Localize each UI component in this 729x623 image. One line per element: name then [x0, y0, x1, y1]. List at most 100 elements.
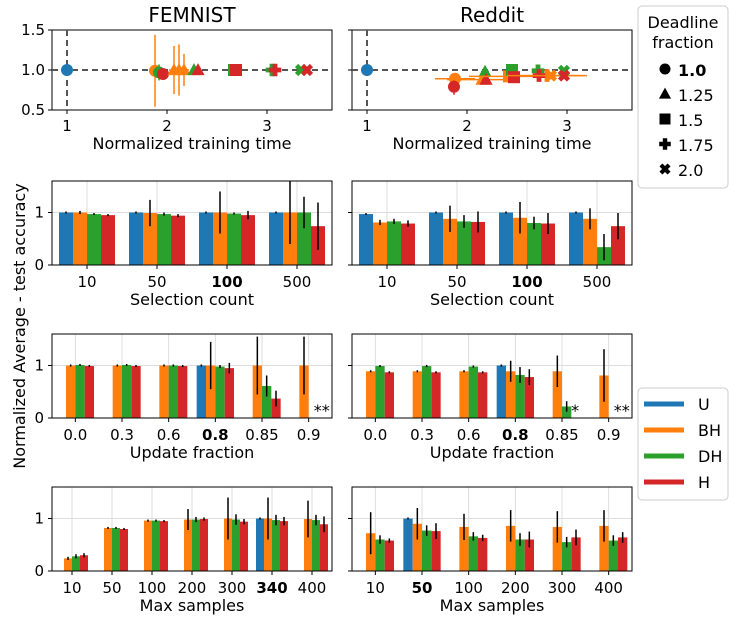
- bar: [160, 521, 168, 571]
- bar: [403, 518, 413, 571]
- axes-frame: [351, 486, 633, 572]
- bar: [75, 364, 85, 418]
- data-point: [544, 69, 558, 82]
- legend-marker-x-shape: [659, 163, 671, 175]
- bar: [144, 520, 152, 571]
- bar: [366, 371, 376, 418]
- panel-6: 10 50 100 200 300 340 400 0 1 Max samples: [34, 486, 333, 615]
- bar: [562, 406, 572, 418]
- bar: [429, 212, 443, 265]
- panel-title: Reddit: [460, 3, 524, 27]
- bar: [422, 530, 432, 571]
- bar: [459, 526, 469, 571]
- bar: [431, 372, 441, 418]
- x-tick-label: 3: [262, 117, 272, 135]
- deadline-legend-label: 1.75: [678, 136, 714, 155]
- bar: [240, 521, 248, 571]
- legend-marker-triangle: [658, 87, 672, 99]
- panel-2: 10 50 100 500 0 1 Selection count: [34, 180, 333, 309]
- method-legend: U BH DH H: [637, 387, 729, 501]
- bar: [468, 366, 478, 418]
- bar: [120, 529, 128, 571]
- x-tick-label: 0.6: [457, 426, 481, 444]
- legend-marker-x: [659, 163, 671, 175]
- data-point-shape: [300, 63, 314, 77]
- bar: [297, 212, 311, 265]
- bar: [59, 212, 73, 265]
- x-tick-label: 0.85: [545, 426, 578, 444]
- data-point: [478, 64, 492, 77]
- y-tick-label: 1: [34, 510, 44, 528]
- x-tick-label: 10: [377, 273, 396, 291]
- method-legend-label: H: [698, 473, 710, 492]
- x-tick-label: 200: [501, 579, 530, 597]
- bar: [527, 223, 541, 265]
- bar: [375, 366, 385, 418]
- bar: [73, 212, 87, 265]
- bar: [241, 215, 255, 265]
- x-tick-label: 0.3: [110, 426, 134, 444]
- x-tick-label: 2: [462, 117, 472, 135]
- bar: [264, 518, 272, 571]
- y-tick-label: 1.0: [21, 61, 45, 79]
- y-tick-label: 0.5: [21, 101, 45, 119]
- bar: [213, 212, 227, 265]
- x-tick-label: 0.8: [502, 426, 529, 444]
- y-tick-label: 1: [34, 357, 44, 375]
- bar: [272, 520, 280, 571]
- x-axis-label: Normalized training time: [92, 134, 291, 153]
- data-point: [557, 69, 571, 82]
- bar: [524, 377, 534, 418]
- y-tick-label: 1: [34, 204, 44, 222]
- bar: [224, 518, 232, 571]
- bar: [608, 540, 618, 571]
- method-legend-frame: [637, 387, 729, 501]
- deadline-legend-label: 2.0: [678, 161, 703, 180]
- bar: [232, 519, 240, 571]
- x-axis-label: Update fraction: [130, 443, 255, 462]
- method-legend-label: DH: [698, 447, 722, 466]
- bar: [401, 223, 415, 265]
- bar: [196, 365, 206, 418]
- data-point: [508, 71, 520, 84]
- significance-marker: *: [571, 401, 579, 420]
- legend-marker-circle: [659, 63, 671, 75]
- y-tick-label: 0: [34, 562, 44, 580]
- x-axis-label: Normalized training time: [392, 134, 591, 153]
- bar: [384, 540, 394, 571]
- bar: [122, 364, 132, 418]
- bar: [143, 213, 157, 265]
- deadline-legend-title-line2: fraction: [652, 33, 713, 52]
- x-tick-label: 200: [178, 579, 207, 597]
- bar: [280, 521, 288, 571]
- bar: [506, 371, 516, 418]
- x-tick-label: 500: [583, 273, 612, 291]
- bar: [131, 366, 141, 418]
- bar: [227, 213, 241, 265]
- bar: [101, 215, 115, 265]
- panel-title: FEMNIST: [148, 3, 236, 27]
- x-tick-label: 300: [548, 579, 577, 597]
- bar: [112, 527, 120, 571]
- x-tick-label: 0.0: [63, 426, 87, 444]
- deadline-legend-items: 1.0 1.25 1.5 1.75 2.0: [658, 61, 714, 180]
- bar: [478, 537, 488, 571]
- x-tick-label: 0.6: [157, 426, 181, 444]
- panel-4: ** 0.0 0.3 0.6 0.8 0.85 0.9 0 1 Update fraction: [34, 333, 333, 462]
- deadline-legend-label: 1.5: [678, 111, 703, 130]
- axes-frame: [51, 180, 333, 266]
- method-legend-items: U BH DH H: [644, 395, 722, 492]
- bar: [468, 536, 478, 571]
- bar: [200, 519, 208, 571]
- bar: [64, 558, 72, 571]
- bar: [192, 519, 200, 571]
- x-axis-label: Max samples: [140, 596, 245, 615]
- x-tick-label: 50: [147, 273, 166, 291]
- plot-area: FEMNIST 1 2 3 0.5 1.0 1.5 Normalized training t…: [21, 3, 633, 615]
- bar: [524, 539, 534, 571]
- bar: [152, 520, 160, 571]
- bar: [457, 221, 471, 265]
- bar: [552, 526, 562, 571]
- bar: [178, 366, 188, 418]
